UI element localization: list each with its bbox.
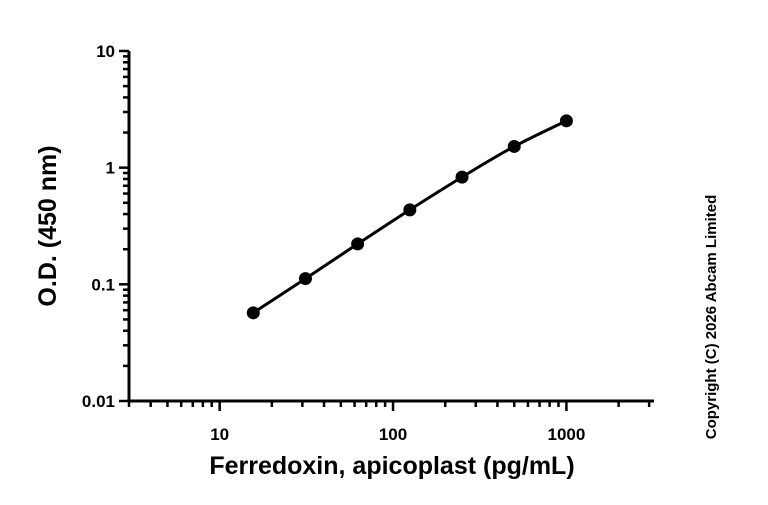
data-point: [298, 272, 312, 286]
data-point: [507, 139, 521, 153]
x-axis-title: Ferredoxin, apicoplast (pg/mL): [209, 452, 574, 480]
data-point: [403, 203, 417, 217]
data-point: [455, 170, 469, 184]
data-point: [351, 237, 365, 251]
x-tick-label: 100: [379, 425, 407, 444]
data-point: [559, 114, 573, 128]
y-tick-label: 1: [106, 159, 115, 178]
data-points: [246, 114, 573, 320]
axes: [127, 51, 654, 403]
x-ticks: 10 100 1000: [127, 401, 651, 444]
y-axis-title: O.D. (450 nm): [34, 145, 62, 306]
copyright-text: Copyright (C) 2026 Abcam Limited: [703, 195, 720, 439]
y-tick-label: 0.1: [91, 275, 115, 294]
y-tick-label: 10: [96, 42, 115, 61]
data-point: [246, 306, 260, 320]
y-ticks: 10 1 0.1 0.01: [82, 42, 129, 411]
y-tick-label: 0.01: [82, 392, 115, 411]
x-tick-label: 10: [210, 425, 229, 444]
x-tick-label: 1000: [548, 425, 586, 444]
